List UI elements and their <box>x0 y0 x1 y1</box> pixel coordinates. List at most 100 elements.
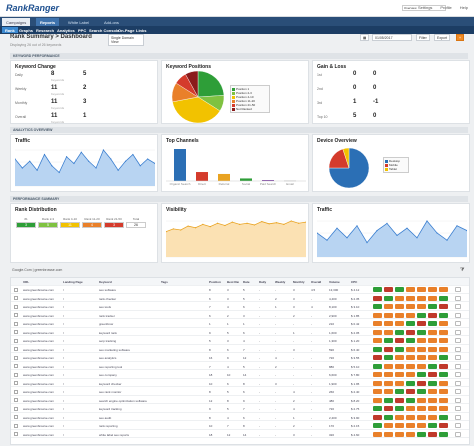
nav-analytics[interactable]: Analytics <box>57 28 75 33</box>
rank-badge[interactable] <box>373 414 382 420</box>
rank-badge[interactable] <box>417 304 426 309</box>
rank-badge[interactable] <box>417 406 426 411</box>
row-settings-icon[interactable] <box>455 287 461 292</box>
rank-badge[interactable] <box>406 389 415 394</box>
rank-badge[interactable] <box>373 372 382 377</box>
row-checkbox[interactable] <box>14 347 18 351</box>
rank-badge[interactable] <box>439 321 448 326</box>
row-settings-icon[interactable] <box>455 423 461 428</box>
rank-badge[interactable] <box>384 397 393 403</box>
rank-badge[interactable] <box>439 431 448 437</box>
row-checkbox[interactable] <box>14 321 18 326</box>
column-header[interactable]: Overall <box>311 280 322 284</box>
row-checkbox[interactable] <box>14 296 18 300</box>
row-checkbox[interactable] <box>14 338 18 343</box>
date-picker[interactable]: 01/05/2017 <box>372 34 412 41</box>
column-header[interactable]: CPC <box>351 280 358 284</box>
rank-badge[interactable] <box>406 372 415 377</box>
row-settings-icon[interactable] <box>455 304 461 309</box>
rank-badge[interactable] <box>384 389 393 394</box>
filter-icon[interactable]: ⧩ <box>460 267 465 273</box>
table-row[interactable]: www.greenbrowse.com / seo company 18 10 14 - - -… <box>11 371 469 379</box>
rank-badge[interactable] <box>395 363 404 369</box>
table-cell[interactable]: seo rank monitor <box>99 390 122 394</box>
rank-badge[interactable] <box>417 414 426 420</box>
rank-badge[interactable] <box>384 363 393 369</box>
rank-badge[interactable] <box>417 423 426 428</box>
rank-badge[interactable] <box>395 346 404 352</box>
rank-badge[interactable] <box>373 406 382 411</box>
row-checkbox[interactable] <box>14 415 18 419</box>
rank-badge[interactable] <box>406 423 415 428</box>
rank-badge[interactable] <box>373 380 382 386</box>
table-row[interactable]: www.greenbrowse.com / seo rank monitor 8 5 6 -… <box>11 388 469 396</box>
rank-badge[interactable] <box>406 295 415 301</box>
rank-badge[interactable] <box>373 389 382 394</box>
rank-badge[interactable] <box>373 329 382 335</box>
rank-badge[interactable] <box>428 329 437 335</box>
rank-badge[interactable] <box>428 338 437 343</box>
table-cell[interactable]: keyword checker <box>99 381 122 386</box>
rank-badge[interactable] <box>406 380 415 386</box>
row-checkbox[interactable] <box>14 304 18 309</box>
rank-badge[interactable] <box>417 287 426 292</box>
rank-badge[interactable] <box>428 363 437 369</box>
column-header[interactable]: URL <box>23 280 30 284</box>
rank-badge[interactable] <box>384 346 393 352</box>
table-row[interactable]: www.greenbrowse.com / seo analytics 16 9 12 - 4… <box>11 354 469 362</box>
row-settings-icon[interactable] <box>455 363 461 369</box>
row-checkbox[interactable] <box>14 398 18 402</box>
row-checkbox[interactable] <box>14 389 18 394</box>
rank-badge[interactable] <box>439 372 448 377</box>
rank-badge[interactable] <box>439 346 448 352</box>
table-row[interactable]: www.greenbrowse.com / rank checker 6 3 5 - 2 3 - 4… <box>11 295 469 302</box>
nav-on-page[interactable]: On-Page <box>118 28 135 33</box>
rank-badge[interactable] <box>395 397 404 403</box>
rank-badge[interactable] <box>373 431 382 437</box>
nav-research[interactable]: Research <box>36 28 55 33</box>
settings-link[interactable]: Settings <box>417 5 433 10</box>
rank-badge[interactable] <box>395 380 404 386</box>
help-link[interactable]: Help <box>459 5 468 10</box>
row-settings-icon[interactable] <box>455 431 461 437</box>
row-settings-icon[interactable] <box>455 380 461 386</box>
column-header[interactable]: Volume <box>329 280 340 284</box>
rank-badge[interactable] <box>439 287 448 292</box>
rank-badge[interactable] <box>439 363 448 369</box>
table-cell[interactable]: rank reporting <box>99 424 118 428</box>
rank-badge[interactable] <box>406 431 415 437</box>
table-row[interactable]: www.greenbrowse.com / keyword rank 9 5 6 - - 1 - 1… <box>11 329 469 336</box>
table-cell[interactable]: keyword rank <box>99 330 117 335</box>
rank-badge[interactable] <box>384 287 393 292</box>
rank-badge[interactable] <box>406 338 415 343</box>
rank-badge[interactable] <box>384 380 393 386</box>
row-checkbox[interactable] <box>14 381 18 385</box>
table-cell[interactable]: white label seo reports <box>99 432 130 437</box>
column-header[interactable]: Weekly <box>275 280 286 284</box>
row-settings-icon[interactable] <box>455 372 461 377</box>
row-settings-icon[interactable] <box>455 338 461 343</box>
table-row[interactable]: www.greenbrowse.com / seo tools 7 4 6 - 1 3 4 8,10… <box>11 303 469 311</box>
rank-badge[interactable] <box>395 312 404 318</box>
rank-badge[interactable] <box>428 304 437 309</box>
rank-badge[interactable] <box>417 346 426 352</box>
rank-badge[interactable] <box>417 295 426 301</box>
rank-badge[interactable] <box>395 355 404 360</box>
rank-badge[interactable] <box>406 287 415 292</box>
rank-badge[interactable] <box>384 423 393 428</box>
rank-badge[interactable] <box>395 329 404 335</box>
nav-graphs[interactable]: Graphs <box>19 28 34 33</box>
nav-search-console[interactable]: Search Console <box>89 28 120 33</box>
rank-badge[interactable] <box>406 355 415 360</box>
rank-badge[interactable] <box>395 423 404 428</box>
row-checkbox[interactable] <box>14 330 18 334</box>
table-cell[interactable]: rank tracker <box>99 313 115 318</box>
rank-badge[interactable] <box>428 295 437 301</box>
rank-badge[interactable] <box>406 397 415 403</box>
rank-badge[interactable] <box>406 321 415 326</box>
column-header[interactable]: Position <box>209 280 221 284</box>
export-button[interactable]: Export <box>434 34 451 41</box>
table-cell[interactable]: search engine optimization software <box>99 398 147 403</box>
tab-campaigns[interactable]: Campaigns <box>2 18 31 26</box>
rank-badge[interactable] <box>406 346 415 352</box>
